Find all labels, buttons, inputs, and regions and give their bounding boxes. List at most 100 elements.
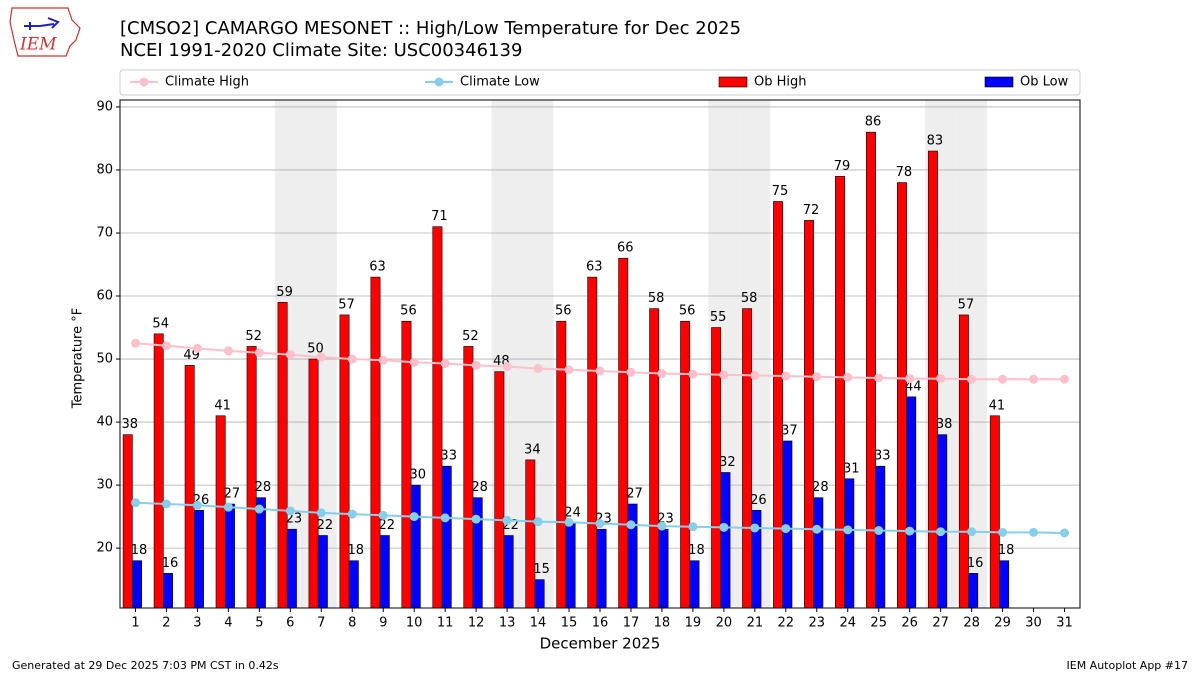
x-tick-label: 28 xyxy=(963,616,980,631)
line-marker xyxy=(905,374,915,384)
data-label: 56 xyxy=(679,304,696,319)
line-marker xyxy=(502,515,512,525)
data-label: 58 xyxy=(741,291,758,306)
line-marker xyxy=(192,500,202,510)
line-marker xyxy=(1060,374,1070,384)
bar xyxy=(596,528,607,609)
logo-outline xyxy=(9,7,81,57)
line-marker xyxy=(130,498,140,508)
bar xyxy=(658,528,669,609)
data-label: 50 xyxy=(307,342,324,357)
line-marker xyxy=(1029,527,1039,537)
line-marker xyxy=(471,360,481,370)
line-marker xyxy=(998,374,1008,384)
bar xyxy=(742,308,753,609)
bar xyxy=(494,371,505,609)
line-marker xyxy=(595,366,605,376)
line-marker xyxy=(347,509,357,519)
bar xyxy=(277,302,288,609)
bar xyxy=(286,528,297,609)
bar xyxy=(720,472,731,609)
line-marker xyxy=(812,372,822,382)
data-label: 52 xyxy=(462,329,479,344)
legend-label: Climate Low xyxy=(460,75,540,90)
data-label: 23 xyxy=(286,512,303,527)
chart-title: [CMSO2] CAMARGO MESONET :: High/Low Temp… xyxy=(120,18,741,39)
line-marker xyxy=(285,350,295,360)
bar xyxy=(308,358,319,609)
data-label: 33 xyxy=(874,449,891,464)
line-marker xyxy=(130,338,140,348)
x-axis-label: December 2025 xyxy=(540,635,661,653)
data-label: 18 xyxy=(688,543,705,558)
data-label: 38 xyxy=(121,417,138,432)
x-tick-label: 9 xyxy=(379,616,387,631)
bar xyxy=(246,346,257,609)
data-label: 31 xyxy=(843,461,860,476)
line-marker xyxy=(874,373,884,383)
data-label: 28 xyxy=(812,480,829,495)
line-marker xyxy=(192,343,202,353)
y-tick-label: 70 xyxy=(96,225,113,240)
line-marker xyxy=(161,341,171,351)
data-label: 30 xyxy=(409,468,426,483)
line-marker xyxy=(595,519,605,529)
data-label: 27 xyxy=(626,487,643,502)
data-label: 32 xyxy=(719,455,736,470)
data-label: 86 xyxy=(865,115,882,130)
line-marker xyxy=(316,352,326,362)
bar xyxy=(989,415,1000,609)
line-marker xyxy=(688,522,698,532)
y-axis-label: Temperature °F xyxy=(71,308,86,409)
line-marker xyxy=(533,363,543,373)
bar xyxy=(556,320,567,609)
bar xyxy=(503,535,514,609)
bar xyxy=(122,434,133,609)
bar xyxy=(463,346,474,609)
data-label: 15 xyxy=(533,562,550,577)
x-tick-label: 26 xyxy=(901,616,918,631)
line-marker xyxy=(843,372,853,382)
data-label: 58 xyxy=(648,291,665,306)
plot-frame xyxy=(119,99,1081,609)
data-label: 24 xyxy=(564,505,581,520)
line-marker xyxy=(223,502,233,512)
x-tick-label: 23 xyxy=(809,616,826,631)
bar xyxy=(317,535,328,609)
line-marker xyxy=(626,367,636,377)
x-tick-label: 16 xyxy=(592,616,609,631)
line-marker xyxy=(626,520,636,530)
data-label: 56 xyxy=(555,304,572,319)
x-tick-label: 21 xyxy=(747,616,764,631)
line-marker xyxy=(936,527,946,537)
bar xyxy=(401,320,412,609)
x-tick-label: 24 xyxy=(839,616,856,631)
line-marker xyxy=(285,506,295,516)
bar xyxy=(132,560,142,609)
line-marker xyxy=(967,374,977,384)
bar xyxy=(866,131,876,609)
line-marker xyxy=(347,354,357,364)
legend-marker xyxy=(434,77,444,87)
data-label: 66 xyxy=(617,241,634,256)
x-tick-label: 30 xyxy=(1025,616,1042,631)
x-tick-label: 12 xyxy=(468,616,485,631)
line-marker xyxy=(750,523,760,533)
bar xyxy=(649,308,660,609)
logo: IEM xyxy=(9,7,81,57)
data-label: 54 xyxy=(152,316,169,331)
data-label: 78 xyxy=(896,165,913,180)
footer-right: IEM Autoplot App #17 xyxy=(1067,659,1189,672)
data-label: 41 xyxy=(214,398,231,413)
data-label: 56 xyxy=(400,304,417,319)
x-tick-label: 25 xyxy=(870,616,887,631)
logo-icon xyxy=(24,17,60,30)
y-tick-label: 80 xyxy=(96,162,113,177)
x-tick-label: 29 xyxy=(994,616,1011,631)
x-tick-label: 27 xyxy=(932,616,949,631)
data-label: 63 xyxy=(369,260,386,275)
data-label: 57 xyxy=(338,297,355,312)
line-marker xyxy=(440,358,450,368)
data-label: 16 xyxy=(162,556,179,571)
